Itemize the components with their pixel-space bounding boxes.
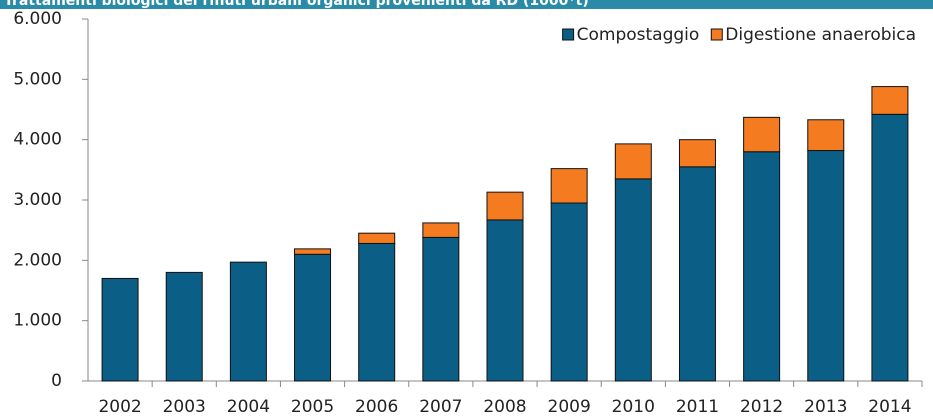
- bar-segment: [358, 232, 396, 244]
- bar-segment: [614, 178, 652, 382]
- bar-segment: [294, 248, 332, 255]
- chart-title: Trattamenti biologici dei rifiuti urbani…: [4, 0, 589, 9]
- legend-swatch: [562, 28, 575, 41]
- title-banner: [0, 0, 933, 9]
- y-tick-label: 3.000: [13, 190, 62, 210]
- x-tick-label: 2013: [804, 397, 847, 417]
- x-tick-label: 2010: [612, 397, 655, 417]
- legend-swatch: [710, 28, 723, 41]
- x-tick-label: 2004: [227, 397, 270, 417]
- bar-segment: [871, 86, 909, 115]
- bar-segment: [871, 113, 909, 382]
- y-tick-label: 0: [51, 371, 62, 391]
- bar-segment: [678, 139, 716, 168]
- bar-segment: [486, 191, 524, 221]
- y-tick-label: 2.000: [13, 250, 62, 270]
- x-tick-label: 2012: [740, 397, 783, 417]
- y-tick-label: 4.000: [13, 130, 62, 150]
- x-tick-label: 2007: [419, 397, 462, 417]
- y-tick-label: 1.000: [13, 311, 62, 331]
- bar-segment: [807, 150, 845, 382]
- y-tick-label: 6.000: [13, 9, 62, 29]
- bar-segment: [678, 166, 716, 382]
- bar-segment: [614, 143, 652, 180]
- bar-segment: [294, 253, 332, 382]
- x-tick-label: 2002: [98, 397, 141, 417]
- bar-segment: [550, 202, 588, 382]
- x-tick-label: 2008: [483, 397, 526, 417]
- y-tick-label: 5.000: [13, 69, 62, 89]
- bar-segment: [422, 236, 460, 382]
- x-tick-label: 2011: [676, 397, 719, 417]
- x-tick-label: 2005: [291, 397, 334, 417]
- x-tick-label: 2006: [355, 397, 398, 417]
- x-tick-label: 2014: [868, 397, 911, 417]
- bar-segment: [550, 168, 588, 204]
- bar-segment: [358, 242, 396, 382]
- bar-segment: [229, 261, 267, 382]
- bar-segment: [743, 151, 781, 382]
- bar-segment: [422, 222, 460, 238]
- bar-segment: [486, 219, 524, 382]
- bar-segment: [743, 116, 781, 153]
- bar-segment: [807, 119, 845, 152]
- x-tick-label: 2009: [548, 397, 591, 417]
- legend-label: Compostaggio: [577, 25, 700, 45]
- bar-segment: [101, 277, 139, 382]
- x-tick-label: 2003: [163, 397, 206, 417]
- bar-segment: [165, 271, 203, 382]
- legend-label: Digestione anaerobica: [725, 25, 916, 45]
